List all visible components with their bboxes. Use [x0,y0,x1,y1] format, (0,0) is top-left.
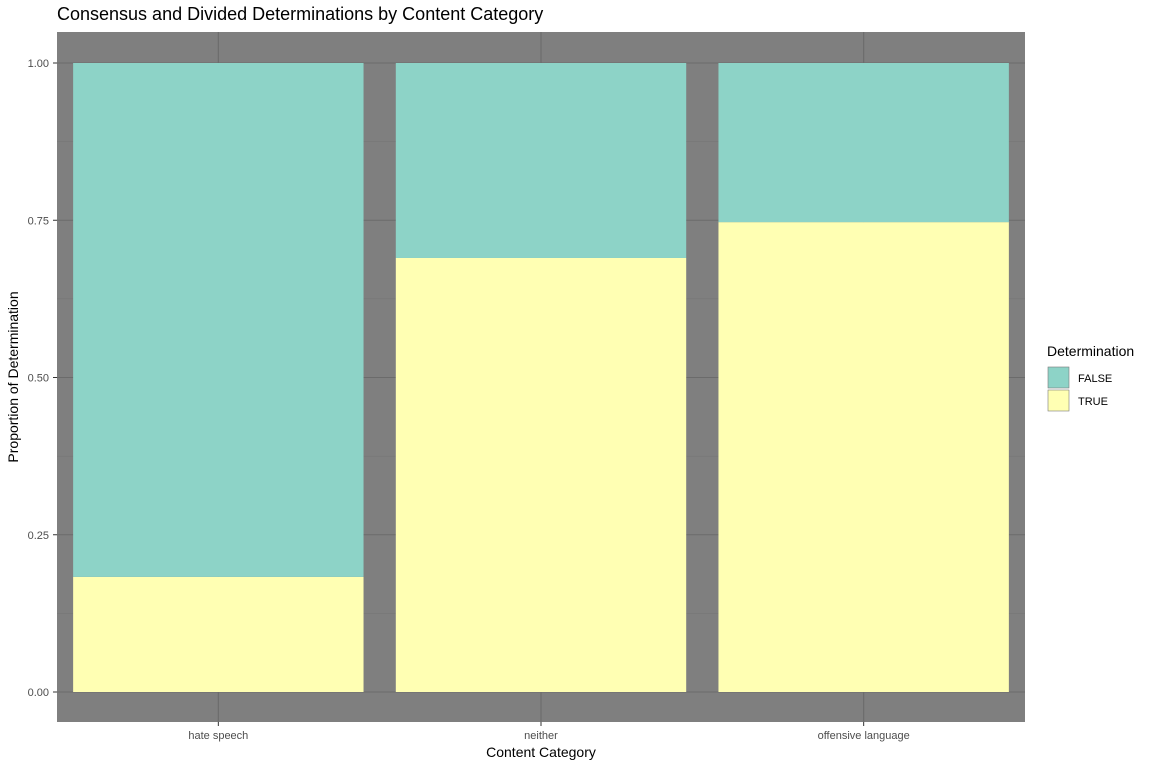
y-tick-label: 0.00 [28,687,49,699]
legend: Determination FALSE TRUE [1047,343,1134,412]
chart-title: Consensus and Divided Determinations by … [57,4,543,24]
bar-false-neither [395,63,687,258]
bar-false-hate-speech [73,63,364,577]
bar-false-offensive-language [718,63,1009,223]
legend-label-true: TRUE [1078,396,1108,408]
bar-true-neither [395,257,687,692]
legend-key-false [1047,366,1070,389]
bar-true-offensive-language [718,222,1009,692]
legend-key-true [1047,389,1070,412]
bars [73,63,1009,692]
legend-title: Determination [1047,343,1134,359]
legend-label-false: FALSE [1078,373,1112,385]
y-tick-label: 0.25 [28,530,49,542]
x-axis-title: Content Category [486,744,596,760]
x-tick-label: offensive language [818,730,910,742]
y-tick-label: 1.00 [28,58,49,70]
y-axis-title: Proportion of Determination [5,291,21,462]
bar-true-hate-speech [73,576,364,692]
y-axis-ticks: 0.00 0.25 0.50 0.75 1.00 [28,58,57,699]
y-tick-label: 0.75 [28,215,49,227]
x-tick-label: neither [524,730,558,742]
x-axis-ticks: hate speech neither offensive language [188,722,910,742]
y-tick-label: 0.50 [28,373,49,385]
legend-items: FALSE TRUE [1047,366,1112,412]
x-tick-label: hate speech [188,730,248,742]
